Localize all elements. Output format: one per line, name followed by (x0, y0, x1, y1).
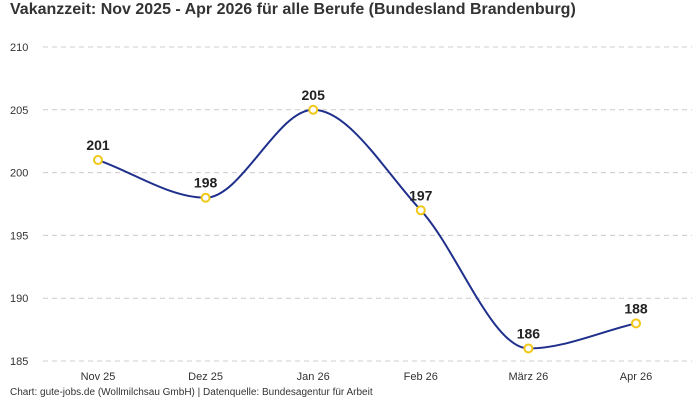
data-point (631, 318, 641, 329)
x-tick-label: Feb 26 (404, 371, 438, 383)
series (97, 108, 637, 350)
y-tick-label: 205 (10, 105, 28, 117)
series-line (97, 108, 637, 350)
data-point (308, 104, 319, 115)
data-label: 197 (409, 187, 433, 203)
data-labels: 201 198 205 197 186 188 (86, 87, 648, 342)
chart-title: Vakanzzeit: Nov 2025 - Apr 2026 für alle… (10, 1, 576, 18)
y-tick-label: 200 (10, 168, 28, 180)
data-label: 198 (194, 175, 218, 191)
data-label: 205 (302, 87, 326, 103)
data-label: 186 (517, 325, 541, 341)
data-point (200, 192, 211, 203)
x-tick-label: Jan 26 (297, 371, 330, 383)
x-axis: Nov 25 Dez 25 Jan 26 Feb 26 März 26 Apr 26 (81, 371, 653, 383)
data-point (93, 155, 103, 166)
y-tick-label: 210 (10, 42, 28, 54)
y-tick-label: 195 (10, 230, 28, 242)
data-label: 201 (86, 137, 110, 153)
y-tick-label: 185 (10, 356, 28, 368)
data-label: 188 (624, 300, 648, 316)
source-note: Chart: gute-jobs.de (Wollmilchsau GmbH) … (10, 387, 373, 398)
x-tick-label: März 26 (509, 371, 549, 383)
markers (93, 104, 641, 354)
x-tick-label: Dez 25 (188, 371, 223, 383)
grid-lines (43, 46, 692, 362)
x-tick-label: Nov 25 (81, 371, 116, 383)
y-axis: 185 190 195 200 205 210 (10, 42, 28, 368)
x-tick-label: Apr 26 (620, 371, 652, 383)
data-point (415, 205, 426, 216)
y-tick-label: 190 (10, 293, 28, 305)
data-point (523, 343, 534, 354)
